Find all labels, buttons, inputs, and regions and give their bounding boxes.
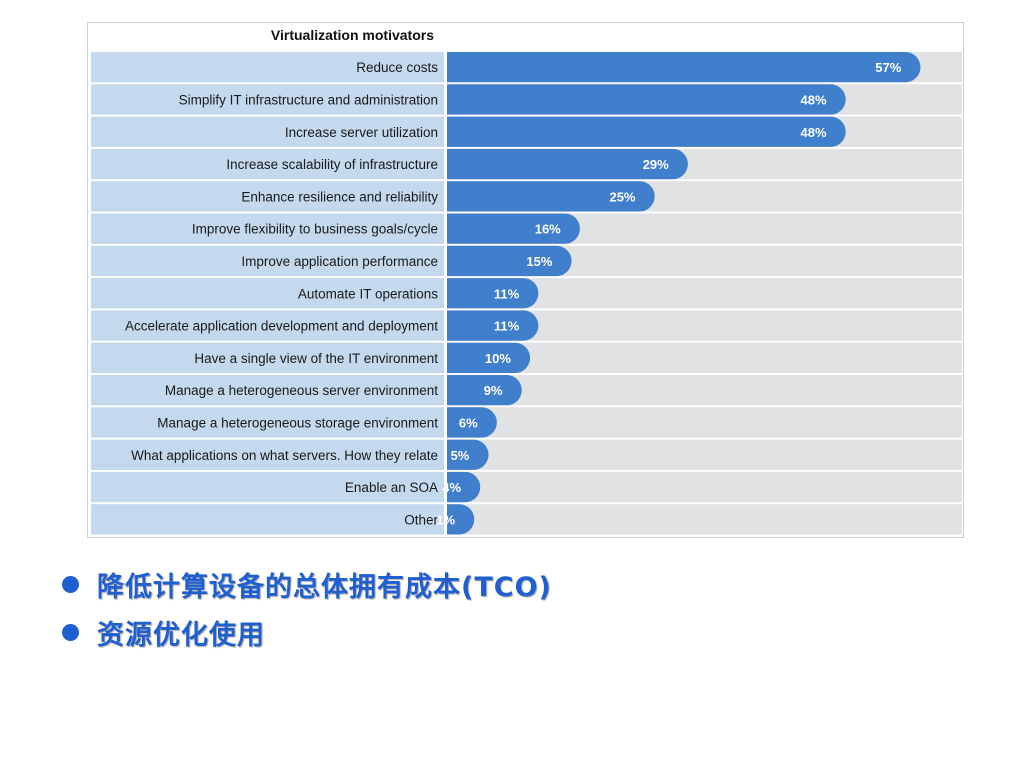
bullet-dot-icon xyxy=(62,575,79,593)
bar-row: Enable an SOA 4% xyxy=(91,471,962,503)
bullet-item-resource: 资源优化使用 xyxy=(62,608,962,656)
bullet-text: 降低计算设备的总体拥有成本(TCO) xyxy=(97,571,552,603)
category-cell xyxy=(91,310,444,341)
category-cell xyxy=(91,181,444,212)
category-label: What applications on what servers. How t… xyxy=(131,448,438,463)
bar xyxy=(447,439,489,470)
category-label: Increase server utilization xyxy=(285,125,438,140)
category-cell xyxy=(91,116,444,147)
bar-row: What applications on what servers. How t… xyxy=(91,439,962,470)
category-cell xyxy=(91,471,444,503)
category-label: Simplify IT infrastructure and administr… xyxy=(179,92,438,107)
bar xyxy=(447,148,688,180)
bar xyxy=(447,471,481,503)
bullet-dot-icon xyxy=(62,623,79,641)
category-cell xyxy=(91,342,444,373)
category-label: Enhance resilience and reliability xyxy=(241,189,438,204)
bar xyxy=(447,375,522,406)
bar-row: Enhance resilience and reliability 25% xyxy=(91,181,962,212)
bar-row: Improve flexibility to business goals/cy… xyxy=(91,213,962,244)
data-label: 4% xyxy=(442,480,461,495)
bar-chart: Virtualization motivators Reduce costs 57… xyxy=(91,27,962,535)
data-label: 6% xyxy=(459,415,478,430)
bar-row: Increase scalability of infrastructure 29… xyxy=(91,148,962,180)
bar xyxy=(447,310,539,341)
category-label: Increase scalability of infrastructure xyxy=(226,157,438,172)
bar-track xyxy=(447,439,962,470)
bar xyxy=(447,181,655,212)
category-label: Other xyxy=(404,512,438,527)
bullet-item-tco: 降低计算设备的总体拥有成本(TCO) xyxy=(62,560,962,608)
category-label: Automate IT operations xyxy=(298,286,438,301)
bar-row: Accelerate application development and d… xyxy=(91,310,962,341)
bar-row: Simplify IT infrastructure and administr… xyxy=(91,84,962,115)
category-label: Reduce costs xyxy=(356,60,438,75)
data-label: 16% xyxy=(535,222,561,237)
bar xyxy=(447,245,572,277)
data-label: 9% xyxy=(484,383,503,398)
category-label: Have a single view of the IT environment xyxy=(194,351,438,366)
bar-track xyxy=(447,342,962,373)
bar xyxy=(447,342,531,373)
data-label: 10% xyxy=(485,351,511,366)
chart-title: Virtualization motivators xyxy=(271,27,434,43)
category-label: Improve flexibility to business goals/cy… xyxy=(192,222,438,237)
category-cell xyxy=(91,52,444,83)
bar xyxy=(447,278,539,309)
bar-row: Improve application performance 15% xyxy=(91,245,962,277)
bar xyxy=(447,504,475,535)
bar-row: Have a single view of the IT environment… xyxy=(91,342,962,373)
data-label: 5% xyxy=(451,448,470,463)
data-label: 48% xyxy=(801,125,827,140)
category-cell xyxy=(91,278,444,309)
bar-row: Manage a heterogeneous storage environme… xyxy=(91,407,962,438)
category-cell xyxy=(91,439,444,470)
category-cell xyxy=(91,84,444,115)
bar-row: Reduce costs 57% xyxy=(91,52,962,83)
bar-track xyxy=(447,471,962,503)
category-label: Improve application performance xyxy=(241,254,438,269)
category-cell xyxy=(91,245,444,277)
bullet-list: 降低计算设备的总体拥有成本(TCO) 资源优化使用 xyxy=(62,560,962,656)
data-label: 11% xyxy=(494,319,520,334)
category-label: Manage a heterogeneous storage environme… xyxy=(157,415,438,430)
data-label: 48% xyxy=(801,92,827,107)
category-cell xyxy=(91,213,444,244)
bar xyxy=(447,213,580,244)
category-label: Enable an SOA xyxy=(345,480,438,495)
category-cell xyxy=(91,148,444,180)
bar xyxy=(447,407,497,438)
category-label: Accelerate application development and d… xyxy=(125,319,438,334)
category-cell xyxy=(91,407,444,438)
data-label: 25% xyxy=(609,189,635,204)
bar xyxy=(447,84,846,115)
bar-row: Increase server utilization 48% xyxy=(91,116,962,147)
bar-track xyxy=(447,407,962,438)
category-cell xyxy=(91,504,444,535)
data-label: 15% xyxy=(526,254,552,269)
bar-row: Manage a heterogeneous server environmen… xyxy=(91,375,962,406)
chart-panel: Virtualization motivators Reduce costs 57… xyxy=(87,22,964,538)
bar xyxy=(447,52,921,83)
data-label: 57% xyxy=(875,60,901,75)
category-label: Manage a heterogeneous server environmen… xyxy=(165,383,438,398)
data-label: 11% xyxy=(494,286,520,301)
bullet-text: 资源优化使用 xyxy=(97,619,265,651)
chart-rows: Reduce costs 57% Simplify IT infrastructur… xyxy=(91,52,962,535)
bar-track xyxy=(447,504,962,535)
data-label: 29% xyxy=(643,157,669,172)
bar xyxy=(447,116,846,147)
data-label: 1% xyxy=(436,512,455,527)
category-cell xyxy=(91,375,444,406)
bar-row: Automate IT operations 11% xyxy=(91,278,962,309)
bar-track xyxy=(447,375,962,406)
